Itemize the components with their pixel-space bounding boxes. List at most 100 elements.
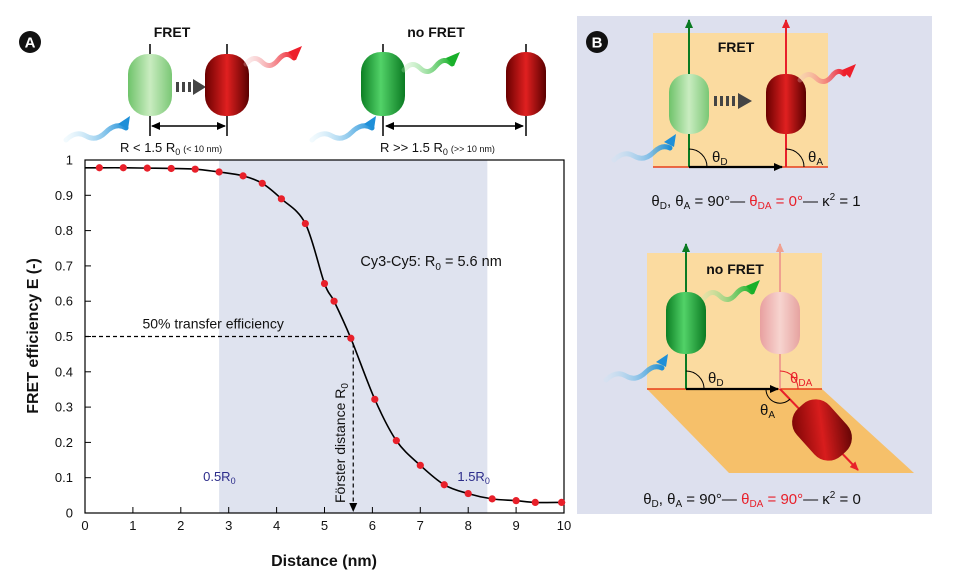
theta-d-label: θD [708,370,724,389]
y-tick-label: 0.7 [55,258,73,273]
data-point [143,164,151,172]
theta-a-label: θA [760,402,775,421]
shade-label-high: 1.5R0 [457,469,489,486]
excitation-wave-icon [603,364,665,383]
emission-wave-icon [797,68,847,84]
x-tick-label: 6 [369,518,376,533]
excitation-arrowhead-icon [364,116,376,129]
nofret-formula: θD, θA = 90°— θDA = 90°— κ2 = 0 [643,490,861,510]
data-point [167,164,175,173]
x-tick-label: 7 [417,518,424,533]
x-axis-title: Distance (nm) [271,553,377,570]
theta-d-label: θD [712,149,728,168]
y-tick-label: 0.4 [55,364,73,379]
fret-efficiency-chart: 0 1 2 3 4 5 6 7 8 9 10 0 0.1 0.2 0.3 0.4 0.5 0.6 0.7 0.8 0.… [25,153,571,571]
data-points [95,164,566,507]
data-point [512,497,520,505]
fret-title: FRET [154,24,191,40]
theta-a-arc [765,388,791,404]
data-point [488,495,496,503]
shade-label-low: 0.5R0 [203,469,235,486]
emission-arrowhead-icon [842,64,856,78]
data-point [301,219,309,228]
theta-da-arc [779,370,799,390]
acceptor-dye-icon [205,54,249,116]
donor-emission-arrowhead-icon [746,280,760,294]
donor-dye-icon [128,54,172,116]
y-tick-label: 0.5 [55,329,73,344]
theta-d-arc [688,148,708,168]
donor-emission-arrowhead-icon [446,52,460,66]
theta-a-label: θA [808,149,823,168]
y-tick-label: 0.2 [55,435,73,450]
y-tick-label: 0.3 [55,400,73,415]
data-point [119,164,127,172]
y-tick-label: 0.1 [55,470,73,485]
forster-distance-label: Förster distance R0 [332,383,351,503]
data-point [464,489,472,498]
transfer-arrow-icon [176,79,206,95]
fret-formula: θD, θA = 90°— θDA = 0°— κ2 = 1 [651,192,860,212]
data-point [392,437,400,445]
emission-wave-icon [243,52,297,68]
acceptor-ghost-dye-icon [760,292,800,354]
x-axis: 0 1 2 3 4 5 6 7 8 9 10 [81,507,571,533]
x-tick-label: 5 [321,518,328,533]
y-tick-label: 0.9 [55,188,73,203]
x-tick-label: 4 [273,518,280,533]
nofret-schematic: no FRET R >> 1.5 R0 (>> 10 nm) [309,24,546,157]
half-efficiency-label: 50% transfer efficiency [142,316,283,332]
y-axis-title: FRET efficiency E (-) [25,258,42,414]
theta-a-arc [785,148,805,168]
x-tick-label: 1 [129,518,136,533]
data-point [440,481,448,489]
nofret-title: no FRET [706,261,764,277]
x-tick-label: 8 [465,518,472,533]
donor-dye-icon [666,292,706,354]
orientation-plane-horizontal [647,389,914,473]
data-point [215,168,223,176]
panel-b: B FRET θD θA θD [577,16,932,514]
y-axis: 0 0.1 0.2 0.3 0.4 0.5 0.6 0.7 0.8 0.9 1 [55,153,91,521]
donor-dye-icon [669,74,709,134]
data-point [531,498,539,507]
data-point [320,279,329,288]
donor-emission-wave-icon [401,58,455,74]
panel-b-badge [586,31,608,53]
acceptor-dye-tilted-icon [792,399,852,461]
dye-pair-annotation: Cy3-Cy5: R0 = 5.6 nm [360,254,501,273]
theta-da-label: θDA [790,370,813,389]
y-tick-label: 0.6 [55,294,73,309]
donor-dye-icon [361,52,405,116]
orientation-nofret: no FRET θD θDA θA θD, θA = 90°— θDA = 90… [603,243,914,510]
excitation-arrowhead-icon [664,134,676,147]
data-point [95,164,103,172]
excitation-wave-icon [611,144,673,163]
data-point [371,395,379,403]
fret-condition: R < 1.5 R0 (< 10 nm) [120,140,222,157]
excitation-arrowhead-icon [656,354,668,367]
data-point [416,461,424,469]
y-tick-label: 1 [66,153,73,168]
x-tick-label: 10 [557,518,571,533]
data-point [277,195,285,203]
fret-title: FRET [718,39,755,55]
y-tick-label: 0.8 [55,223,73,238]
transfer-arrow-icon [714,93,752,109]
acceptor-dye-icon [506,52,546,116]
excitation-wave-icon [63,123,129,143]
orientation-fret: FRET θD θA θD, θA = 90°— θDA = 0°— κ2 = … [611,19,861,212]
x-tick-label: 3 [225,518,232,533]
acceptor-dye-icon [766,74,806,134]
panel-a-label: A [25,35,36,52]
theta-d-arc [685,370,705,390]
panel-a-badge [19,31,41,53]
fret-schematic: FRET R < 1.5 R0 (< 10 nm) [63,24,302,157]
x-tick-label: 2 [177,518,184,533]
data-point [330,297,338,305]
data-point [239,172,247,180]
nofret-title: no FRET [407,24,465,40]
x-tick-label: 0 [81,518,88,533]
data-point [191,165,199,173]
